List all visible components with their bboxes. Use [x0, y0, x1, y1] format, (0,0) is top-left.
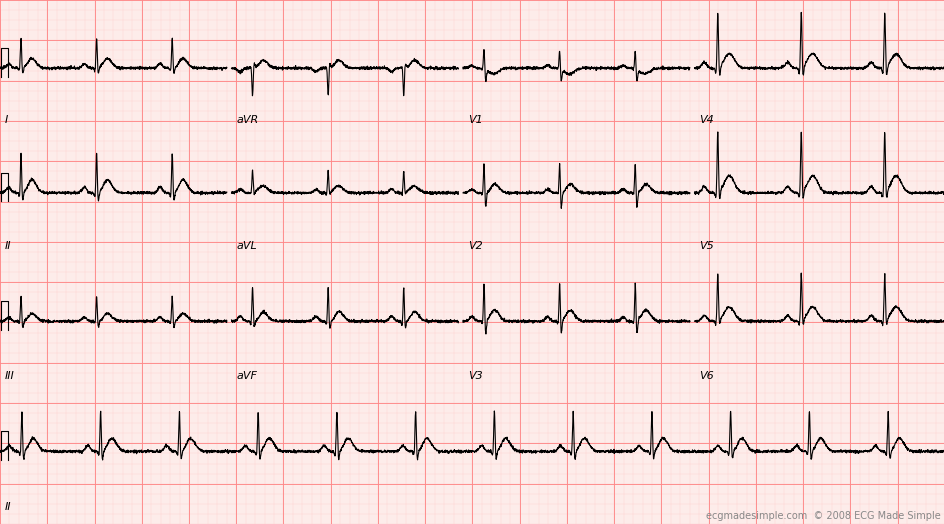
Text: ecgmadesimple.com  © 2008 ECG Made Simple: ecgmadesimple.com © 2008 ECG Made Simple [705, 511, 939, 521]
Text: V3: V3 [467, 372, 482, 381]
Text: aVR: aVR [236, 115, 259, 125]
Text: I: I [5, 115, 8, 125]
Text: II: II [5, 242, 11, 252]
Text: V5: V5 [699, 242, 714, 252]
Text: V4: V4 [699, 115, 714, 125]
Text: V2: V2 [467, 242, 482, 252]
Text: V1: V1 [467, 115, 482, 125]
Text: aVF: aVF [236, 372, 257, 381]
Text: III: III [5, 372, 14, 381]
Text: aVL: aVL [236, 242, 257, 252]
Text: V6: V6 [699, 372, 714, 381]
Text: II: II [5, 503, 11, 512]
